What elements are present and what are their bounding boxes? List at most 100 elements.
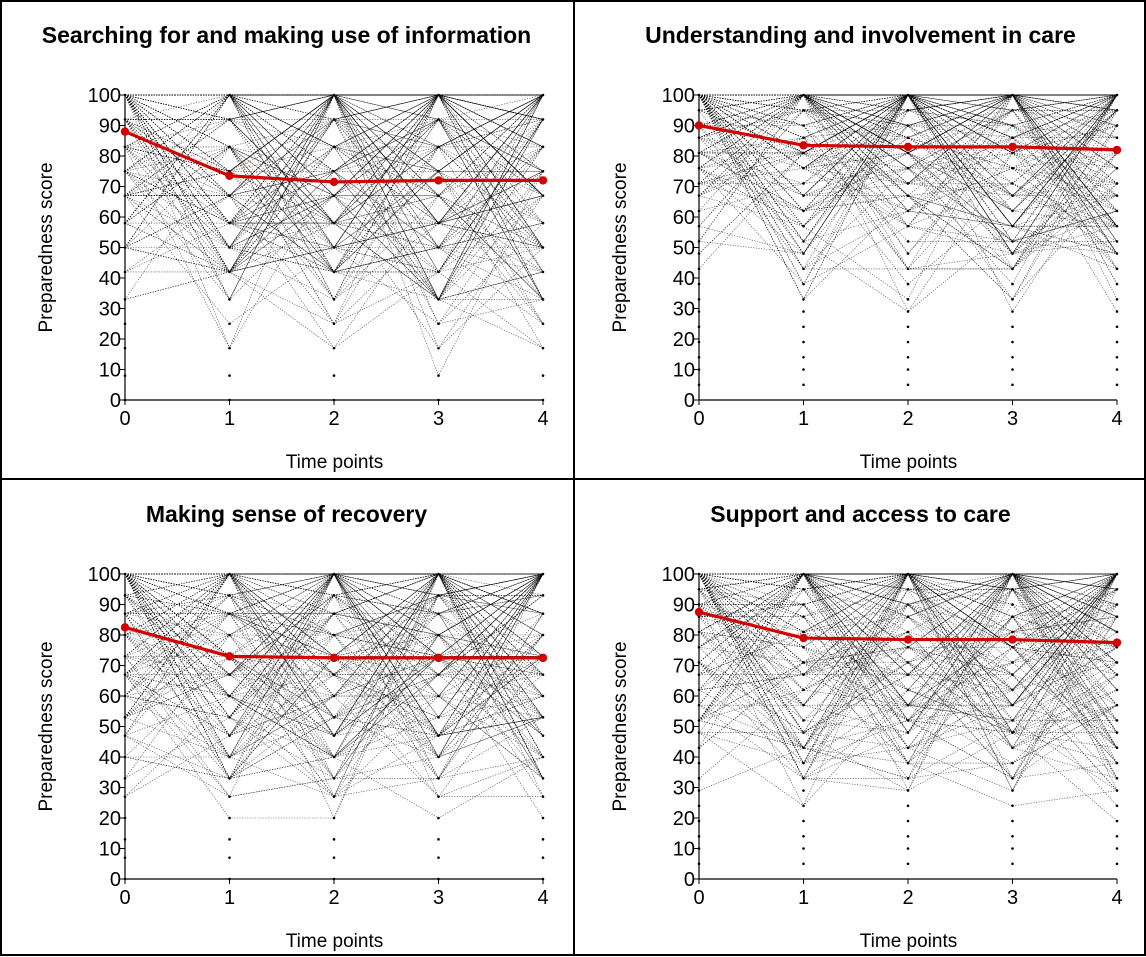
trajectory-point: [1011, 746, 1014, 750]
trajectory-line: [698, 573, 1118, 764]
trajectory-point: [906, 719, 910, 722]
trajectory-point: [1115, 688, 1119, 692]
y-tick-label: 70: [673, 177, 695, 199]
trajectory-point: [1011, 108, 1014, 112]
trajectory-point: [1115, 194, 1119, 197]
trajectory-point: [906, 240, 910, 243]
y-tick-label: 0: [684, 390, 695, 412]
trajectory-line: [698, 94, 1118, 270]
trajectory-point: [228, 612, 231, 615]
y-tick-label: 50: [673, 238, 695, 260]
trajectory-line: [124, 94, 544, 349]
x-tick-label: 0: [119, 408, 130, 430]
trajectory-line: [124, 594, 544, 736]
trajectory-line: [698, 94, 1118, 285]
trajectory-point: [1115, 108, 1119, 112]
trajectory-point: [1115, 267, 1119, 271]
trajectory-line: [698, 94, 1117, 154]
trajectory-point: [1011, 136, 1014, 139]
trajectory-point: [802, 136, 805, 139]
trajectory-point: [228, 633, 231, 637]
trajectory-line: [698, 94, 1118, 254]
trajectory-point: [1011, 777, 1014, 780]
trajectory-line: [124, 94, 544, 324]
trajectory-point: [1115, 587, 1119, 591]
trajectory-line: [699, 573, 1118, 764]
trajectory-point: [437, 612, 440, 615]
trajectory-point: [802, 746, 805, 750]
trajectory-point: [906, 325, 910, 329]
trajectory-line: [124, 94, 544, 325]
trajectory-point: [1115, 224, 1119, 228]
trajectory-point: [228, 93, 231, 97]
trajectory-point: [228, 734, 231, 737]
trajectory-point: [802, 719, 805, 722]
trajectory-line: [124, 594, 544, 718]
trajectory-point: [1115, 240, 1119, 243]
y-axis-label: Preparedness score: [610, 641, 631, 811]
trajectory-point: [437, 856, 440, 859]
trajectory-line: [124, 613, 544, 718]
trajectory-point: [802, 645, 805, 649]
trajectory-point: [437, 777, 440, 780]
trajectory-point: [802, 777, 805, 780]
trajectory-line: [698, 94, 1117, 169]
trajectory-line: [699, 94, 1118, 169]
y-tick-label: 30: [99, 299, 121, 321]
trajectory-line: [124, 573, 544, 780]
trajectory-point: [802, 661, 805, 664]
trajectory-point: [332, 118, 336, 121]
trajectory-line: [698, 573, 1118, 764]
chart-plot: 0 10 20 30 40 50 60 70 80 90 100 0 1 2 3 4 Time points Pr…: [610, 85, 1123, 473]
x-axis-label: Time points: [860, 452, 958, 473]
trajectory-line: [124, 94, 544, 300]
trajectory-line: [125, 94, 544, 300]
y-tick-label: 90: [673, 116, 695, 138]
trajectory-point: [437, 118, 440, 121]
x-tick-label: 2: [328, 887, 339, 909]
y-tick-label: 20: [673, 808, 695, 830]
trajectory-point: [332, 298, 336, 301]
x-tick-label: 4: [537, 887, 548, 909]
trajectory-line: [125, 146, 544, 325]
trajectory-point: [437, 734, 440, 737]
trajectory-point: [1011, 835, 1014, 838]
trajectory-point: [1115, 862, 1119, 866]
trajectory-line: [698, 573, 1118, 791]
trajectory-point: [541, 734, 545, 737]
trajectory-line: [698, 94, 1118, 312]
trajectory-point: [437, 694, 440, 698]
y-tick-label: 50: [99, 717, 121, 739]
trajectory-point: [332, 322, 336, 326]
mean-series-point: [1008, 142, 1017, 152]
trajectory-point: [437, 169, 440, 173]
y-tick-label: 40: [673, 268, 695, 290]
trajectory-point: [906, 194, 910, 197]
trajectory-line: [124, 94, 544, 248]
x-tick-label: 3: [1007, 408, 1018, 430]
trajectory-point: [802, 673, 805, 676]
trajectory-point: [437, 346, 440, 350]
trajectory-line: [124, 94, 544, 325]
trajectory-line: [698, 94, 1118, 313]
trajectory-line: [125, 573, 544, 797]
trajectory-point: [802, 298, 805, 301]
trajectory-line: [698, 110, 1117, 227]
y-tick-label: 100: [88, 564, 121, 586]
trajectory-line: [124, 170, 544, 300]
trajectory-line: [124, 94, 544, 349]
y-tick-label: 40: [673, 747, 695, 769]
trajectory-line: [124, 613, 544, 797]
trajectory-point: [1011, 615, 1014, 618]
trajectory-line: [698, 94, 1118, 242]
trajectory-line: [698, 646, 1118, 807]
x-tick-label: 3: [1007, 887, 1018, 909]
trajectory-point: [541, 755, 545, 759]
y-tick-label: 40: [99, 747, 121, 769]
trajectory-point: [1115, 777, 1119, 780]
trajectory-line: [124, 94, 544, 324]
trajectory-line: [124, 94, 544, 300]
y-tick-label: 10: [99, 360, 121, 382]
trajectory-line: [124, 94, 544, 300]
trajectory-point: [541, 221, 545, 225]
